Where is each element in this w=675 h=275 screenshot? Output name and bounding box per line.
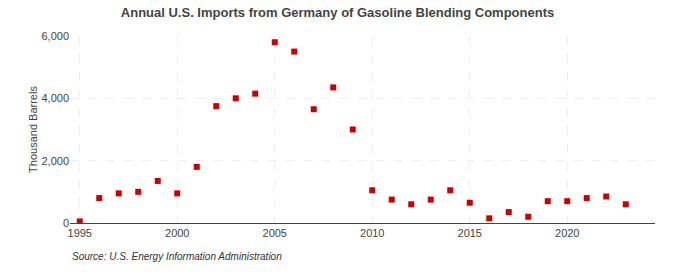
svg-text:2,000: 2,000 (41, 155, 69, 167)
svg-text:6,000: 6,000 (41, 30, 69, 42)
svg-text:2005: 2005 (263, 227, 287, 239)
svg-text:4,000: 4,000 (41, 92, 69, 104)
svg-text:Thousand Barrels: Thousand Barrels (27, 86, 39, 173)
svg-text:Source: U.S. Energy Informatio: Source: U.S. Energy Information Administ… (72, 251, 282, 262)
svg-text:2015: 2015 (458, 227, 482, 239)
svg-text:2020: 2020 (555, 227, 579, 239)
svg-text:1995: 1995 (68, 227, 92, 239)
svg-text:2010: 2010 (360, 227, 384, 239)
svg-text:2000: 2000 (165, 227, 189, 239)
svg-text:0: 0 (63, 217, 69, 229)
svg-text:Annual U.S. Imports from Germa: Annual U.S. Imports from Germany of Gaso… (121, 5, 554, 20)
